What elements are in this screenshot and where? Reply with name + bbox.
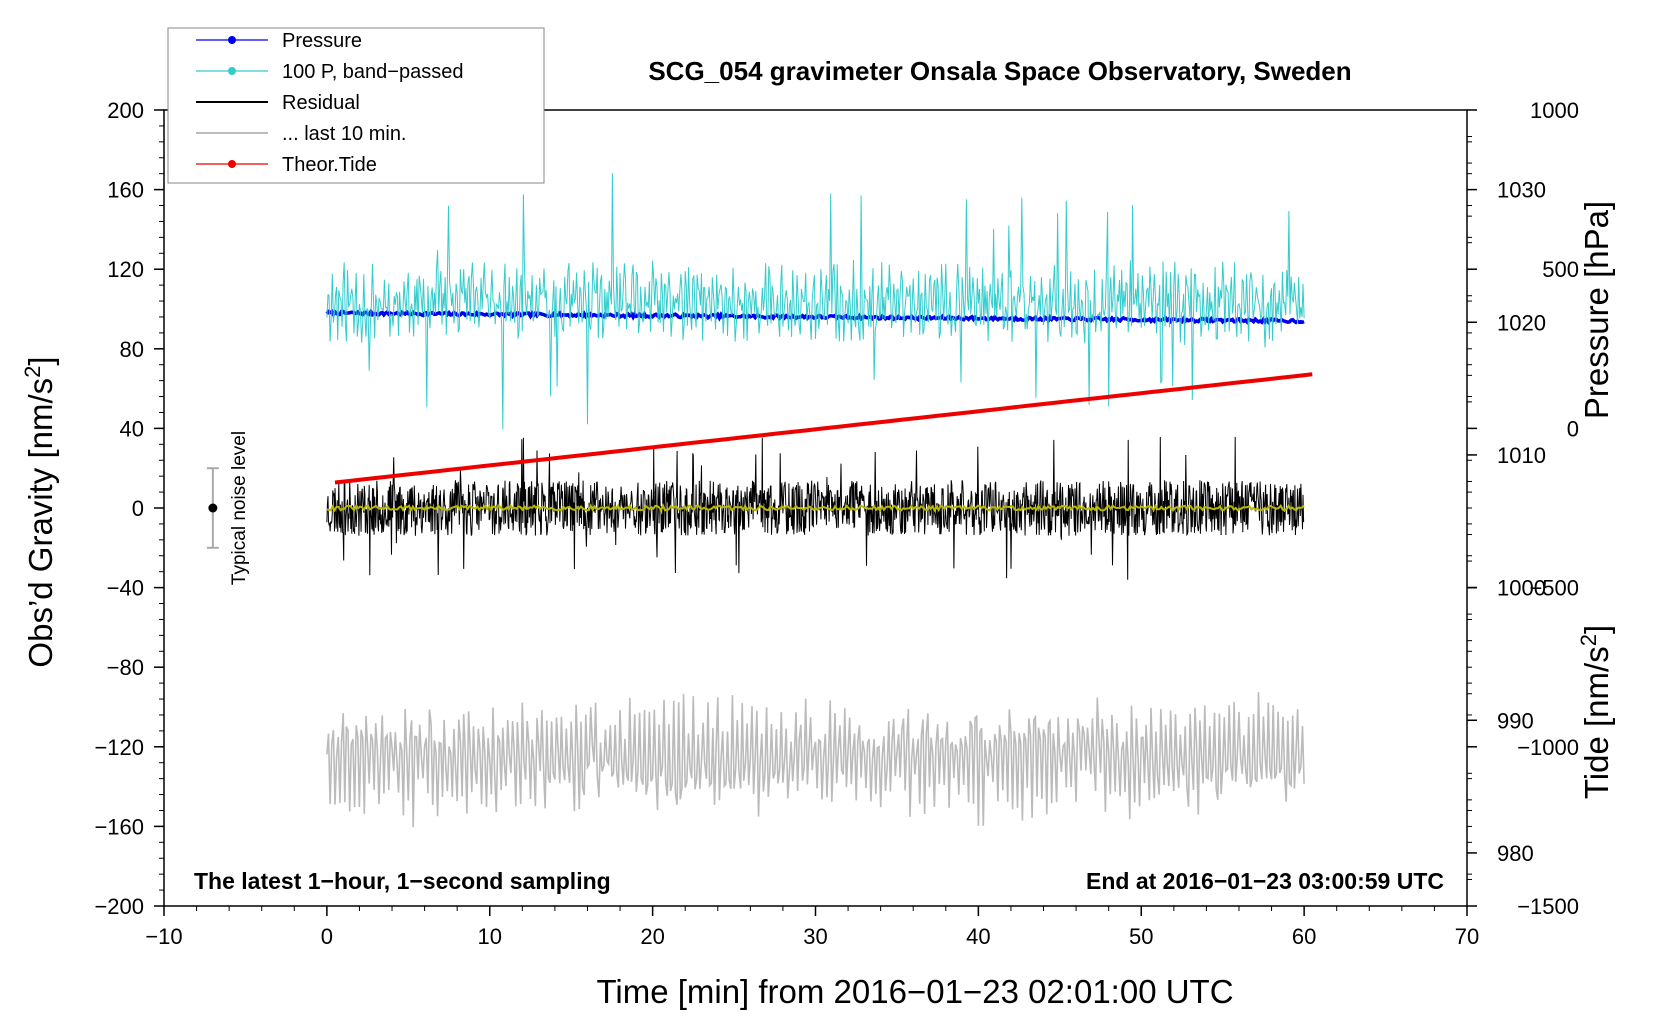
y-tick-label: −40 <box>107 576 144 601</box>
y-axis-label-left: Obs’d Gravity [nm/s2] <box>20 356 59 667</box>
legend: Pressure 100 P, band−passed Residual ... la… <box>167 27 545 184</box>
y-tick-label: 0 <box>132 496 144 521</box>
y-tick-label: −120 <box>94 735 144 760</box>
x-tick-label: 30 <box>803 924 827 949</box>
x-tick-label: 70 <box>1455 924 1479 949</box>
series-residual-smoothed <box>326 503 1305 513</box>
chart-title: SCG_054 gravimeter Onsala Space Observat… <box>648 56 1351 86</box>
series-theor-tide <box>334 372 1313 485</box>
x-tick-label: 60 <box>1292 924 1316 949</box>
y-axis-label-left-sup: 2 <box>20 366 45 378</box>
pressure-tick-label: 1030 <box>1497 178 1546 203</box>
x-tick-label: 0 <box>321 924 333 949</box>
series-band-passed <box>326 173 1305 430</box>
legend-marker <box>228 36 236 44</box>
legend-label: Theor.Tide <box>282 154 377 176</box>
pressure-tick-label: 990 <box>1497 708 1534 733</box>
y-tick-label: 200 <box>107 98 144 123</box>
y-axis-label-tide-close: ] <box>1578 625 1615 634</box>
y-axis-label-tide: Tide [nm/s2] <box>1576 625 1615 799</box>
y-tick-label: 80 <box>120 337 144 362</box>
pressure-tick-label: 1000 <box>1497 576 1546 601</box>
x-tick-label: 10 <box>478 924 502 949</box>
y-tick-label: 160 <box>107 178 144 203</box>
x-tick-label: 20 <box>640 924 664 949</box>
y-tick-label: −200 <box>94 894 144 919</box>
legend-marker <box>228 67 236 75</box>
y-axis-label-tide-main: Tide [nm/s <box>1578 646 1615 799</box>
x-axis-label: Time [min] from 2016−01−23 02:01:00 UTC <box>596 973 1233 1010</box>
y-tick-label: −80 <box>107 655 144 680</box>
tide-tick-label: −500 <box>1529 576 1579 601</box>
y-tick-label: 120 <box>107 257 144 282</box>
x-tick-label: 40 <box>966 924 990 949</box>
tide-tick-label: 0 <box>1567 416 1579 441</box>
legend-marker <box>228 160 236 168</box>
tide-tick-label: 500 <box>1542 257 1579 282</box>
series-layer <box>325 173 1313 828</box>
tide-tick-label: 1000 <box>1530 98 1579 123</box>
legend-label: 100 P, band−passed <box>282 61 463 83</box>
series-last-10-min <box>326 692 1305 828</box>
pressure-tick-label: 1010 <box>1497 443 1546 468</box>
ticks-layer: −10 0 10 20 30 40 50 60 7020016012080400−40−80−1… <box>94 98 1579 949</box>
y-axis-label-pressure: Pressure [hPa] <box>1578 201 1615 419</box>
y-tick-label: 40 <box>120 416 144 441</box>
y-tick-label: −160 <box>94 814 144 839</box>
y-axis-label-left-close: ] <box>22 356 59 365</box>
annotation-end-time: End at 2016−01−23 03:00:59 UTC <box>1086 868 1444 894</box>
tide-tick-label: −1500 <box>1517 894 1579 919</box>
legend-label: Residual <box>282 92 360 114</box>
legend-label: ... last 10 min. <box>282 123 407 145</box>
y-axis-label-left-main: Obs’d Gravity [nm/s <box>22 378 59 668</box>
pressure-tick-label: 980 <box>1497 841 1534 866</box>
series-residual <box>326 436 1305 580</box>
noise-bar-dot <box>208 503 218 513</box>
x-tick-label: −10 <box>145 924 182 949</box>
legend-box <box>167 27 545 184</box>
noise-label: Typical noise level <box>229 431 250 585</box>
noise-indicator <box>206 467 219 549</box>
pressure-tick-label: 1020 <box>1497 310 1546 335</box>
y-axis-label-tide-sup: 2 <box>1576 634 1601 646</box>
annotation-latest-hour: The latest 1−hour, 1−second sampling <box>194 868 611 894</box>
tide-tick-label: −1000 <box>1517 735 1579 760</box>
legend-label: Pressure <box>282 30 362 52</box>
x-tick-label: 50 <box>1129 924 1153 949</box>
